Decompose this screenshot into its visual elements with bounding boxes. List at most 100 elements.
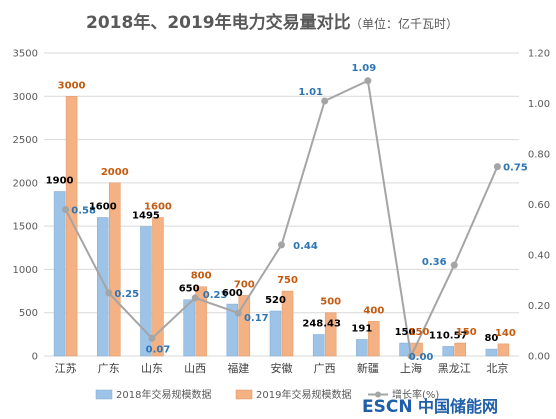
label-2018: 1495 <box>132 211 160 222</box>
label-2019: 3000 <box>58 80 86 91</box>
legend-swatch-2018 <box>95 389 113 400</box>
data-labels: 190030000.58160020000.25149516000.076508… <box>46 63 528 363</box>
bar-2019 <box>324 312 337 357</box>
bar-2018 <box>226 303 239 357</box>
right-tick-label: 0.80 <box>528 150 550 161</box>
right-tick-label: 1.20 <box>528 49 550 60</box>
category-label: 黑龙江 <box>438 362 471 375</box>
bar-2018 <box>53 191 66 357</box>
bar-2018 <box>312 334 325 357</box>
left-tick-label: 3000 <box>13 92 38 103</box>
bar-2019 <box>238 295 251 357</box>
bar-2019 <box>497 343 510 357</box>
right-tick-label: 0.40 <box>528 251 550 262</box>
label-2018: 650 <box>179 284 200 295</box>
label-2018: 600 <box>222 288 243 299</box>
bar-2019 <box>152 217 164 357</box>
left-tick-label: 1500 <box>13 222 38 233</box>
category-label: 山东 <box>141 362 163 375</box>
label-2019: 400 <box>363 305 384 316</box>
right-tick-label: 0.20 <box>528 301 550 312</box>
watermark: ESCN 中国储能网 <box>362 397 498 417</box>
bar-2019 <box>109 182 121 357</box>
legend-marker-growth <box>375 391 381 398</box>
category-label: 安徽 <box>271 361 293 375</box>
label-growth-rate: 0.00 <box>409 352 434 363</box>
label-2018: 150 <box>395 327 416 338</box>
label-2018: 110.57 <box>429 330 468 341</box>
legend: 2018年交易规模数据 2019年交易规模数据 增长率(%) <box>95 388 439 401</box>
label-2018: 520 <box>265 295 286 306</box>
bar-2019 <box>195 286 207 357</box>
label-2019: 800 <box>191 271 212 282</box>
bar-2018 <box>183 299 195 357</box>
left-tick-label: 2000 <box>13 178 38 189</box>
label-2018: 248.43 <box>302 318 341 329</box>
right-axis-ticks: 0.00 0.20 0.40 0.60 0.80 1.00 1.20 <box>528 49 550 363</box>
label-growth-rate: 0.44 <box>293 241 318 252</box>
label-2019: 700 <box>234 279 255 290</box>
growth-rate-point <box>321 97 329 105</box>
growth-rate-point <box>105 289 113 297</box>
right-tick-label: 1.00 <box>528 99 550 110</box>
left-tick-label: 2500 <box>13 135 38 146</box>
label-growth-rate: 0.23 <box>203 290 228 301</box>
bar-2018 <box>97 217 109 357</box>
left-tick-label: 3500 <box>13 49 38 60</box>
legend-label-2018: 2018年交易规模数据 <box>116 388 211 401</box>
label-growth-rate: 0.17 <box>244 313 269 324</box>
label-2018: 1900 <box>46 176 74 187</box>
bar-2019 <box>454 342 466 357</box>
category-label: 上海 <box>400 361 422 375</box>
growth-rate-point <box>493 163 501 171</box>
bar-2019 <box>368 321 380 357</box>
label-growth-rate: 0.58 <box>71 206 96 217</box>
label-2019: 140 <box>495 328 516 339</box>
label-2019: 750 <box>277 275 298 286</box>
growth-rate-point <box>148 334 156 342</box>
chart-subtitle: （单位：亿千瓦时） <box>350 16 458 31</box>
category-label: 广东 <box>98 362 120 375</box>
label-growth-rate: 1.01 <box>298 87 323 98</box>
watermark-site: 中国储能网 <box>418 397 498 416</box>
category-label: 江苏 <box>55 362 77 375</box>
bar-2018 <box>140 226 152 357</box>
category-label: 北京 <box>486 361 508 375</box>
growth-rate-point <box>62 206 70 214</box>
label-2019: 500 <box>320 297 341 308</box>
right-tick-label: 0.60 <box>528 200 550 211</box>
category-label: 新疆 <box>357 361 379 375</box>
label-2019: 150 <box>456 327 477 338</box>
growth-line <box>62 77 501 360</box>
category-labels: 江苏 广东 山东 山西 福建 安徽 广西 新疆 上海 黑龙江 北京 <box>55 361 509 375</box>
label-2019: 150 <box>409 327 430 338</box>
label-2018: 80 <box>484 333 498 344</box>
label-growth-rate: 0.36 <box>422 257 447 268</box>
label-2018: 1600 <box>89 201 117 212</box>
legend-label-2019: 2019年交易规模数据 <box>256 388 351 401</box>
bar-2018 <box>485 348 498 357</box>
right-tick-label: 0.00 <box>528 352 550 363</box>
growth-rate-point <box>278 241 285 249</box>
watermark-logo: ESCN <box>362 397 413 417</box>
bar-2018 <box>356 339 368 357</box>
growth-rate-point <box>364 77 372 85</box>
category-label: 福建 <box>227 361 249 375</box>
left-tick-label: 500 <box>19 308 38 319</box>
bar-2019 <box>281 290 294 357</box>
chart-title: 2018年、2019年电力交易量对比 <box>86 12 351 33</box>
growth-rate-point <box>450 261 458 269</box>
label-growth-rate: 1.09 <box>352 63 377 74</box>
label-2019: 2000 <box>101 167 129 178</box>
label-growth-rate: 0.07 <box>146 344 171 355</box>
label-growth-rate: 0.75 <box>503 163 528 174</box>
gridlines <box>44 52 519 357</box>
left-tick-label: 0 <box>32 352 38 363</box>
label-growth-rate: 0.25 <box>114 289 139 300</box>
category-label: 山西 <box>184 362 206 375</box>
growth-rate-point <box>191 294 199 302</box>
legend-label-growth: 增长率(%) <box>392 388 439 401</box>
label-2019: 1600 <box>144 201 172 212</box>
